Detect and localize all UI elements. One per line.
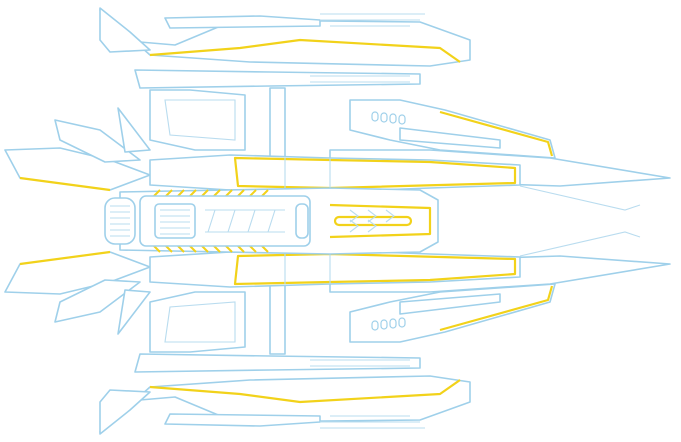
upper-outer-blade	[99, 7, 471, 67]
weapon-port-dots	[371, 317, 406, 331]
upper-strut	[134, 69, 421, 161]
rear-fins-upper	[4, 107, 151, 192]
lower-weapon-pod	[349, 283, 556, 343]
engine-core	[104, 195, 311, 247]
fuselage-hazard-stripes	[153, 189, 269, 253]
upper-weapon-pod	[349, 99, 556, 159]
rear-fins-lower	[4, 250, 151, 335]
lower-strut	[134, 281, 421, 373]
weapon-port-dots	[371, 111, 406, 125]
lower-main-wing	[149, 249, 521, 288]
lower-outer-blade	[99, 375, 471, 435]
upper-main-wing	[149, 154, 521, 193]
